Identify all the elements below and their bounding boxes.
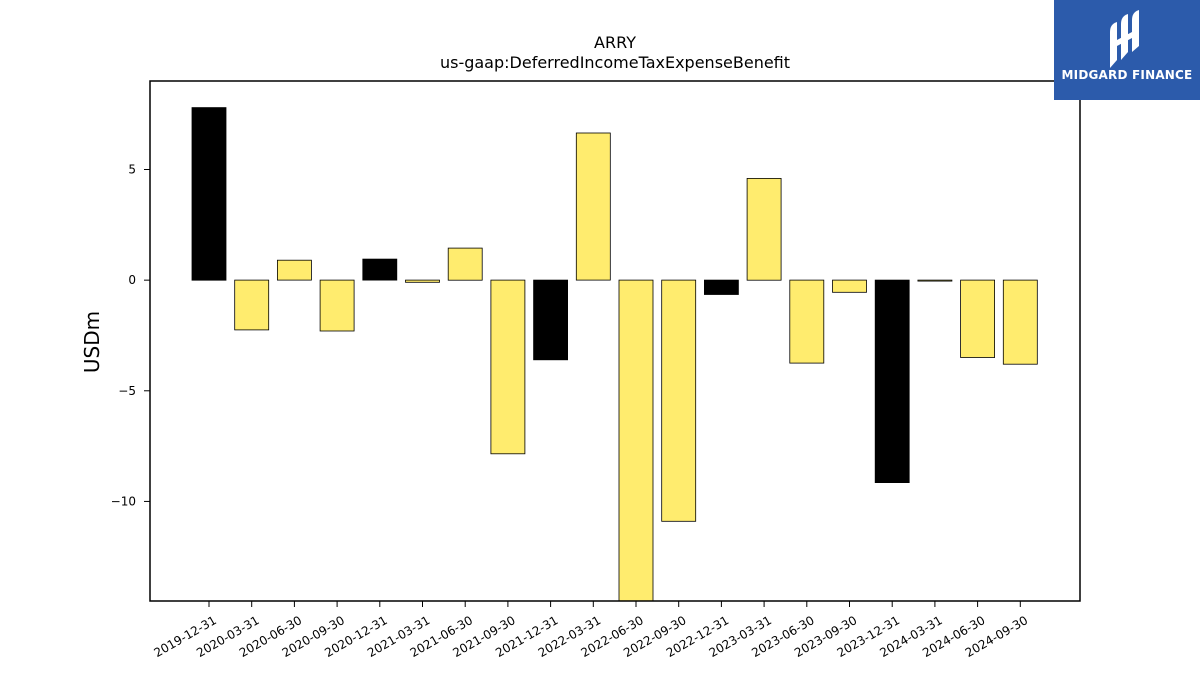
logo-mark-icon [1110,10,1139,68]
bar-2023-03-31 [746,177,782,281]
y-tick-label: −10 [111,494,136,508]
bar-2021-12-31 [533,279,568,361]
y-tick-label: 0 [128,273,136,287]
plot-frame [149,80,1081,602]
bar-2023-06-30 [789,279,825,364]
bar-2020-09-30 [319,279,355,332]
bar-2023-09-30 [832,279,867,293]
bar-2024-09-30 [1002,279,1038,365]
bar-2022-03-31 [575,132,611,281]
bar-2020-03-31 [234,279,270,331]
bar-2020-12-31 [362,258,398,281]
bar-2022-09-30 [661,279,697,522]
bar-2021-09-30 [490,279,526,455]
bar-2022-06-30 [618,279,654,602]
bar-2019-12-31 [191,107,227,281]
y-tick-label: −5 [118,384,136,398]
bar-2023-12-31 [874,279,910,484]
bar-2021-03-31 [405,279,440,283]
bar-2021-06-30 [447,247,483,281]
y-axis-label: USDm [80,311,104,373]
bar-2024-06-30 [960,279,995,358]
logo-text: MIDGARD FINANCE [1061,68,1193,82]
brand-logo: MIDGARD FINANCE [1054,0,1200,100]
bar-2024-03-31 [917,279,953,282]
chart-subtitle: us-gaap:DeferredIncomeTaxExpenseBenefit [440,53,790,72]
y-tick-label: 5 [128,163,136,177]
bars-group [191,107,1038,602]
bar-2020-06-30 [276,259,312,281]
bar-2022-12-31 [704,279,739,295]
chart-title: ARRY [594,33,636,52]
